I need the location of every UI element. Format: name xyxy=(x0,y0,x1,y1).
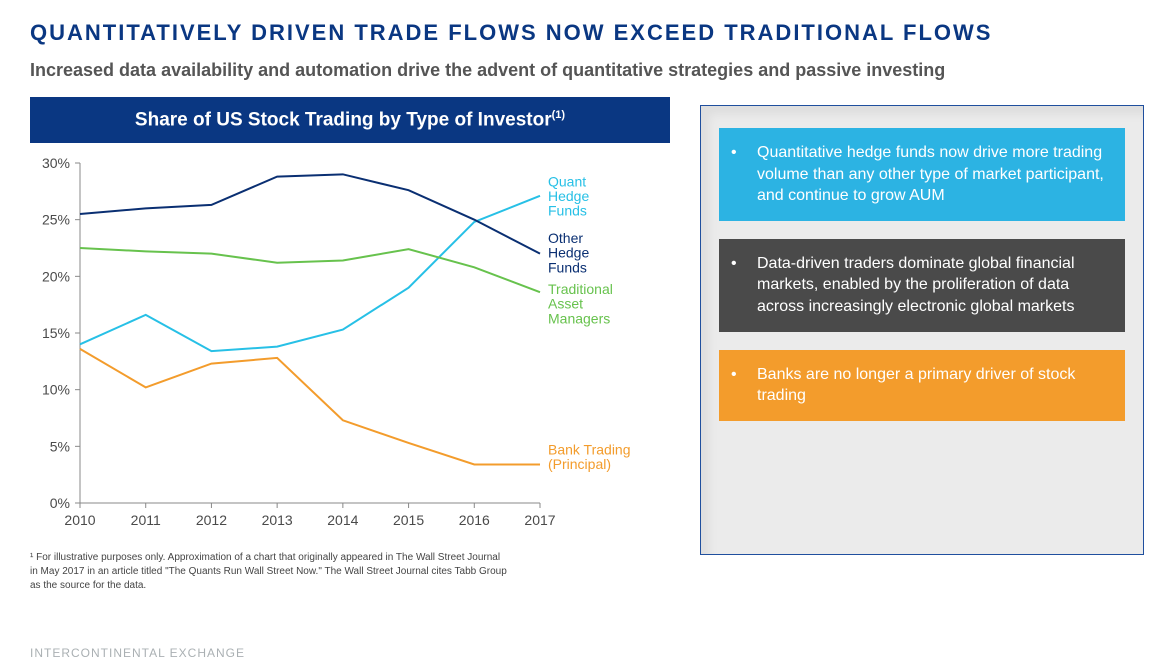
series-label: Quant xyxy=(548,174,586,190)
svg-text:10%: 10% xyxy=(42,382,70,398)
callout-text: Quantitative hedge funds now drive more … xyxy=(739,142,1109,207)
callout-box: •Data-driven traders dominate global fin… xyxy=(719,239,1125,332)
svg-text:5%: 5% xyxy=(50,439,70,455)
svg-text:2012: 2012 xyxy=(196,512,227,528)
bullet-icon: • xyxy=(731,253,737,275)
series-line xyxy=(80,248,540,292)
series-label: Traditional xyxy=(548,281,613,297)
svg-text:0%: 0% xyxy=(50,495,70,511)
series-label: (Principal) xyxy=(548,456,611,472)
callout-box: •Quantitative hedge funds now drive more… xyxy=(719,128,1125,221)
series-label: Managers xyxy=(548,311,610,327)
series-label: Bank Trading xyxy=(548,442,631,458)
series-label: Hedge xyxy=(548,188,589,204)
chart-header-text: Share of US Stock Trading by Type of Inv… xyxy=(135,109,552,130)
svg-text:2017: 2017 xyxy=(524,512,555,528)
chart-header: Share of US Stock Trading by Type of Inv… xyxy=(30,97,670,143)
svg-text:2010: 2010 xyxy=(64,512,95,528)
svg-text:2015: 2015 xyxy=(393,512,424,528)
svg-text:20%: 20% xyxy=(42,269,70,285)
series-line xyxy=(80,175,540,254)
bullet-icon: • xyxy=(731,142,737,164)
chart-header-sup: (1) xyxy=(552,109,565,121)
svg-text:2016: 2016 xyxy=(459,512,490,528)
svg-text:2013: 2013 xyxy=(262,512,293,528)
svg-text:25%: 25% xyxy=(42,212,70,228)
callout-text: Banks are no longer a primary driver of … xyxy=(739,364,1109,407)
left-panel: Share of US Stock Trading by Type of Inv… xyxy=(30,97,670,593)
page-subtitle: Increased data availability and automati… xyxy=(30,60,1144,81)
svg-text:15%: 15% xyxy=(42,325,70,341)
svg-text:30%: 30% xyxy=(42,155,70,171)
series-label: Other xyxy=(548,230,583,246)
series-line xyxy=(80,349,540,465)
content-row: Share of US Stock Trading by Type of Inv… xyxy=(30,97,1144,593)
footnote: ¹ For illustrative purposes only. Approx… xyxy=(30,551,510,593)
chart-svg: 0% 5% 10% 15% 20% 25% 30% 2010 2011 2012 2013 2014 2… xyxy=(30,153,670,543)
series-label: Hedge xyxy=(548,245,589,261)
callout-box: •Banks are no longer a primary driver of… xyxy=(719,350,1125,421)
series-label: Funds xyxy=(548,203,587,219)
bullet-icon: • xyxy=(731,364,737,386)
line-chart: 0% 5% 10% 15% 20% 25% 30% 2010 2011 2012 2013 2014 2… xyxy=(30,153,670,543)
series-label: Funds xyxy=(548,260,587,276)
svg-text:2014: 2014 xyxy=(327,512,358,528)
series-label: Asset xyxy=(548,296,583,312)
footer-brand: INTERCONTINENTAL EXCHANGE xyxy=(30,646,245,660)
callouts-panel: •Quantitative hedge funds now drive more… xyxy=(700,105,1144,555)
callout-text: Data-driven traders dominate global fina… xyxy=(739,253,1109,318)
svg-text:2011: 2011 xyxy=(131,512,161,528)
page-title: QUANTITATIVELY DRIVEN TRADE FLOWS NOW EX… xyxy=(30,20,1144,46)
